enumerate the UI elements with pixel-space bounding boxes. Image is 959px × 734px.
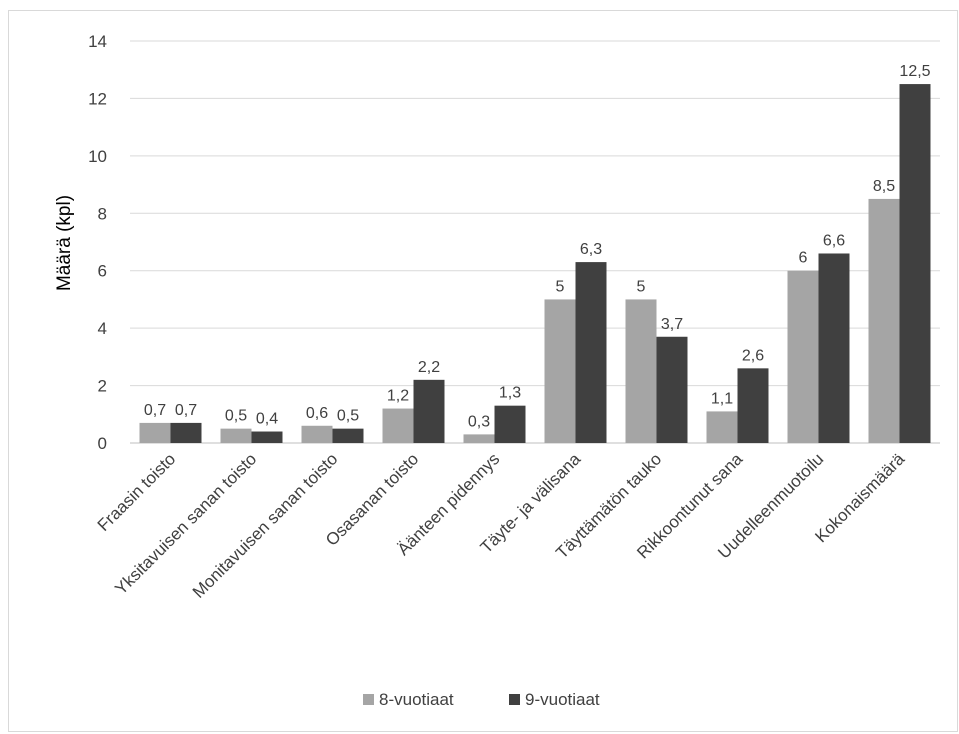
data-label: 1,1 [711,390,733,407]
legend-label: 9-vuotiaat [525,690,600,709]
bar-9-vuotiaat [170,422,202,443]
legend-swatch [363,694,374,705]
y-tick-label: 0 [98,434,107,453]
y-tick-label: 12 [88,89,107,108]
x-category-label: Fraasin toisto [94,449,180,535]
bar-8-vuotiaat [787,270,819,443]
bar-8-vuotiaat [544,299,576,443]
data-label: 12,5 [899,63,930,80]
bar-8-vuotiaat [625,299,657,443]
y-axis-label: Määrä (kpl) [54,195,75,291]
bar-8-vuotiaat [382,408,414,443]
bar-8-vuotiaat [301,425,333,443]
x-category-label: Monitavuisen sanan toisto [189,449,341,601]
data-label: 0,6 [306,405,328,422]
bar-8-vuotiaat [220,428,252,443]
bar-8-vuotiaat [463,434,495,443]
bar-9-vuotiaat [332,428,364,443]
data-label: 0,5 [337,408,359,425]
legend: 8-vuotiaat 9-vuotiaat [363,690,600,709]
data-label: 0,3 [468,413,490,430]
y-tick-label: 8 [98,204,107,223]
y-axis-ticks: 0 2 4 6 8 10 12 14 [88,32,107,453]
y-tick-label: 2 [98,377,107,396]
data-label: 6,6 [823,232,845,249]
legend-label: 8-vuotiaat [379,690,454,709]
data-label: 0,5 [225,408,247,425]
data-label: 0,7 [144,402,166,419]
bar-9-vuotiaat [575,262,607,443]
bar-9-vuotiaat [251,431,283,443]
legend-swatch [509,694,520,705]
data-label: 0,4 [256,411,278,428]
data-label: 1,3 [499,385,521,402]
data-label: 5 [637,278,646,295]
data-label: 8,5 [873,178,895,195]
bar-9-vuotiaat [656,336,688,443]
y-tick-label: 6 [98,262,107,281]
data-label: 6 [799,250,808,267]
bar-8-vuotiaat [868,198,900,443]
x-category-label: Yksitavuisen sanan toisto [111,449,260,598]
bar-8-vuotiaat [706,411,738,443]
data-label: 5 [556,278,565,295]
bars [139,84,931,444]
data-label: 1,2 [387,388,409,405]
y-tick-label: 4 [98,319,107,338]
y-tick-label: 10 [88,147,107,166]
data-label: 6,3 [580,241,602,258]
bar-9-vuotiaat [494,405,526,443]
bar-9-vuotiaat [899,84,931,444]
chart-frame [8,10,958,732]
data-label: 0,7 [175,402,197,419]
bar-9-vuotiaat [737,368,769,443]
data-label: 2,6 [742,347,764,364]
bar-9-vuotiaat [413,379,445,443]
data-label: 3,7 [661,316,683,333]
data-label: 2,2 [418,359,440,376]
data-labels: 0,7 0,7 0,5 0,4 0,6 0,5 1,2 2,2 0,3 1,3 5 6,3 5 3,7 1,… [144,63,931,430]
bar-8-vuotiaat [139,422,171,443]
y-tick-label: 14 [88,32,107,51]
bar-9-vuotiaat [818,253,850,443]
